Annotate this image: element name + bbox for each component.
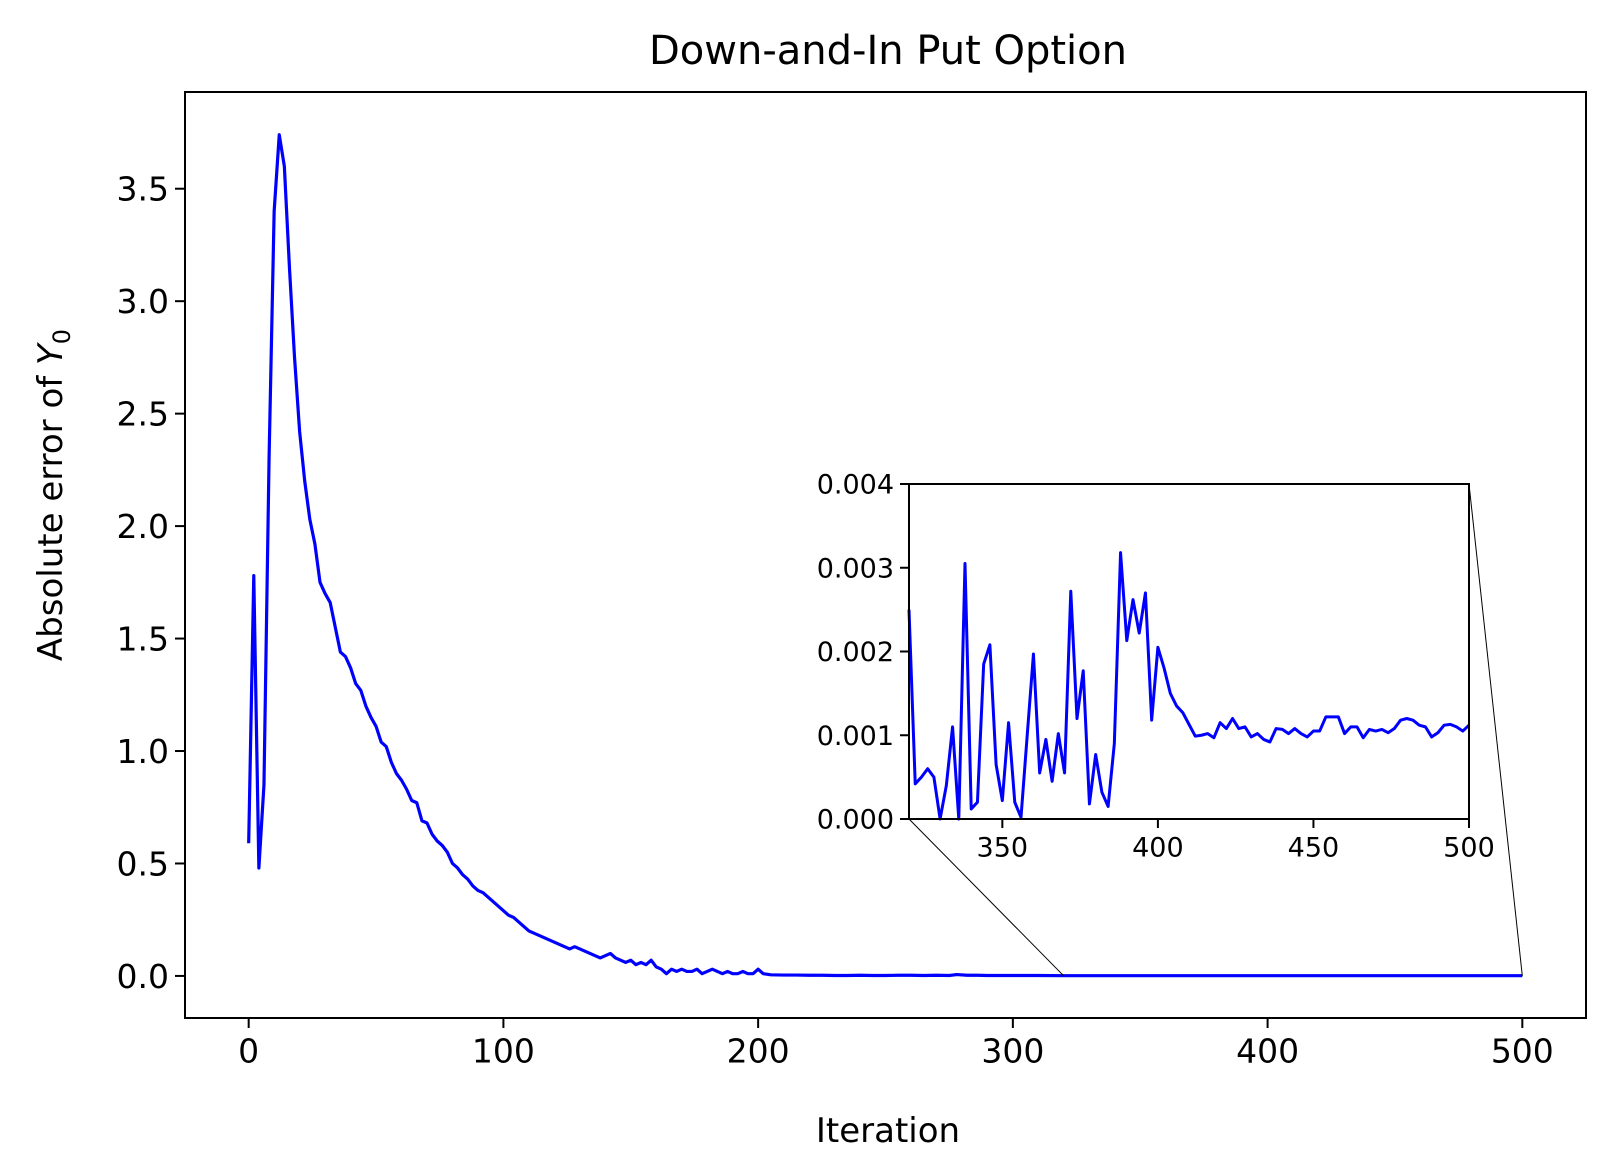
main-x-tick-label: 100 [472, 1032, 535, 1071]
zoom-connector-lines [908, 483, 1523, 977]
main-x-tick-label: 400 [1236, 1032, 1299, 1071]
main-x-tick-label: 500 [1491, 1032, 1554, 1071]
main-y-tick-label: 0.5 [117, 844, 169, 883]
main-plot: 0 100 200 300 400 500 0.0 0.5 1.0 1.5 2.0 2.5 3.0 3.5 [117, 91, 1587, 1071]
inset-y-tick-label: 0.001 [817, 721, 894, 752]
main-y-tick-label: 1.0 [117, 732, 169, 771]
main-y-tick-label: 1.5 [117, 619, 169, 658]
inset-y-tick-label: 0.003 [817, 553, 894, 584]
inset-series-line-0 [907, 551, 1471, 821]
chart-title: Down-and-In Put Option [649, 28, 1127, 74]
main-y-tick-label: 3.5 [117, 170, 169, 209]
inset-plot: 350 400 450 500 0.000 0.001 0.002 0.003 0.004 [817, 470, 1495, 864]
main-y-tick-label: 2.5 [117, 395, 169, 434]
inset-y-tick-label: 0.000 [817, 805, 894, 836]
main-y-tick-label: 2.0 [117, 507, 169, 546]
zoom-connector-left [908, 818, 1065, 977]
inset-y-tick-label: 0.004 [817, 470, 894, 501]
main-frame [184, 91, 1587, 1019]
main-x-tick-label: 200 [727, 1032, 790, 1071]
x-axis-label: Iteration [816, 1111, 960, 1151]
inset-x-tick-label: 500 [1443, 832, 1495, 863]
y-axis-label: Absolute error of Y0 [31, 329, 76, 661]
inset-x-tick-label: 350 [977, 832, 1029, 863]
zoom-connector-right [1468, 483, 1523, 976]
y-axis-label-subscript: 0 [48, 329, 76, 344]
main-x-tick-label: 0 [238, 1032, 259, 1071]
inset-x-tick-label: 400 [1132, 832, 1184, 863]
main-y-tick-label: 3.0 [117, 282, 169, 321]
main-x-tick-label: 300 [981, 1032, 1044, 1071]
y-axis-label-symbol: Y [31, 342, 71, 365]
main-series-line-0 [247, 133, 1523, 978]
main-y-tick-label: 0.0 [117, 957, 169, 996]
y-axis-label-prefix: Absolute error of [31, 365, 71, 661]
inset-x-tick-label: 450 [1288, 832, 1340, 863]
inset-y-tick-label: 0.002 [817, 637, 894, 668]
inset-background [909, 484, 1469, 819]
